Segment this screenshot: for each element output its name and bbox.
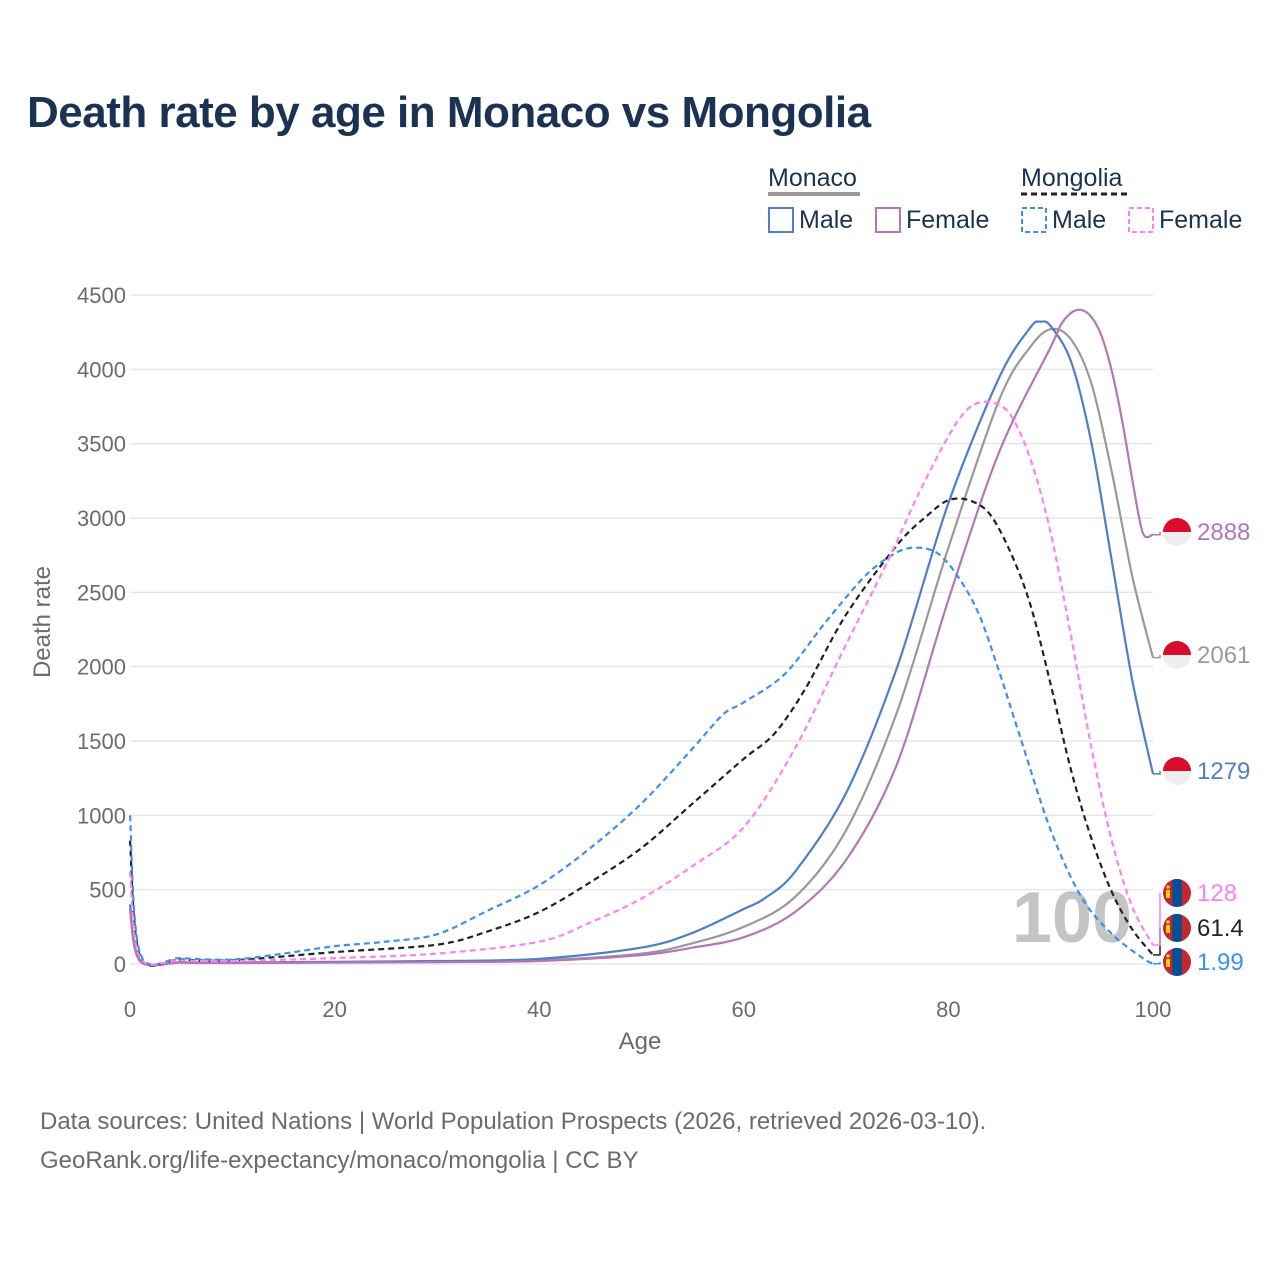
end-connector-mongolia-female	[1153, 893, 1161, 946]
x-axis-ticks: 0 20 40 60 80 100	[124, 997, 1171, 1022]
series-line-mongolia-male	[128, 546, 1154, 966]
series-line-mongolia-total	[128, 497, 1154, 967]
series-line-monaco-male	[128, 320, 1155, 966]
end-connector-monaco-female	[1153, 532, 1161, 536]
end-label-monaco-total: 2061	[1197, 642, 1250, 669]
series-lines	[128, 308, 1155, 967]
gridlines	[130, 294, 1153, 965]
y-tick-3500: 3500	[77, 432, 126, 457]
y-tick-3000: 3000	[77, 506, 126, 531]
x-tick-20: 20	[322, 997, 346, 1022]
flag-icon-mongolia	[1163, 914, 1191, 942]
flag-icon-mongolia	[1163, 948, 1191, 976]
flag-icon-monaco	[1163, 757, 1191, 785]
y-tick-0: 0	[114, 952, 126, 977]
x-tick-80: 80	[936, 997, 960, 1022]
series-line-monaco-female	[128, 308, 1154, 967]
legend-label-mongolia-female: Female	[1159, 206, 1242, 234]
footer-sources: Data sources: United Nations | World Pop…	[40, 1108, 987, 1135]
flag-icon-mongolia	[1163, 879, 1191, 907]
age-watermark: 100	[1012, 878, 1132, 958]
end-label-mongolia-total: 61.4	[1197, 915, 1244, 942]
flag-icon-monaco	[1163, 518, 1191, 546]
legend-swatch-monaco-male	[768, 207, 794, 233]
legend-group-monaco: Monaco	[768, 164, 857, 192]
end-label-mongolia-male: 1.99	[1197, 949, 1244, 976]
y-tick-4500: 4500	[77, 283, 126, 308]
legend: Monaco Mongolia Male Female Male Female	[768, 164, 1242, 234]
end-connector-monaco-total	[1153, 655, 1161, 659]
y-axis-ticks: 0 500 1000 1500 2000 2500 3000 3500 4000 4500	[77, 283, 126, 977]
end-connector-monaco-male	[1153, 771, 1161, 775]
y-tick-4000: 4000	[77, 357, 126, 382]
y-tick-2500: 2500	[77, 580, 126, 605]
end-connector-mongolia-male	[1153, 962, 1161, 965]
x-tick-60: 60	[732, 997, 756, 1022]
end-label-monaco-male: 1279	[1197, 758, 1250, 785]
legend-group-mongolia: Mongolia	[1021, 164, 1123, 192]
legend-swatch-mongolia-male	[1021, 207, 1047, 233]
series-line-mongolia-female	[128, 400, 1154, 966]
x-tick-40: 40	[527, 997, 551, 1022]
legend-swatch-monaco-female	[875, 207, 901, 233]
y-tick-1000: 1000	[77, 803, 126, 828]
legend-label-monaco-male: Male	[799, 206, 853, 234]
footer-credit: GeoRank.org/life-expectancy/monaco/mongo…	[40, 1147, 639, 1174]
end-markers: 2061 1279 2888 61.4 1.99 128	[1153, 518, 1250, 976]
x-axis-label: Age	[619, 1028, 662, 1055]
end-label-mongolia-female: 128	[1197, 880, 1237, 907]
y-tick-2000: 2000	[77, 655, 126, 680]
legend-label-monaco-female: Female	[906, 206, 989, 234]
x-tick-0: 0	[124, 997, 136, 1022]
end-label-monaco-female: 2888	[1197, 519, 1250, 546]
y-tick-500: 500	[89, 878, 126, 903]
y-tick-1500: 1500	[77, 729, 126, 754]
legend-label-mongolia-male: Male	[1052, 206, 1106, 234]
y-axis-label: Death rate	[29, 566, 56, 678]
end-connector-mongolia-total	[1153, 928, 1161, 956]
legend-swatch-mongolia-female	[1128, 207, 1154, 233]
chart-title: Death rate by age in Monaco vs Mongolia	[27, 88, 871, 137]
series-line-monaco-total	[128, 327, 1155, 967]
flag-icon-monaco	[1163, 641, 1191, 669]
x-tick-100: 100	[1135, 997, 1172, 1022]
